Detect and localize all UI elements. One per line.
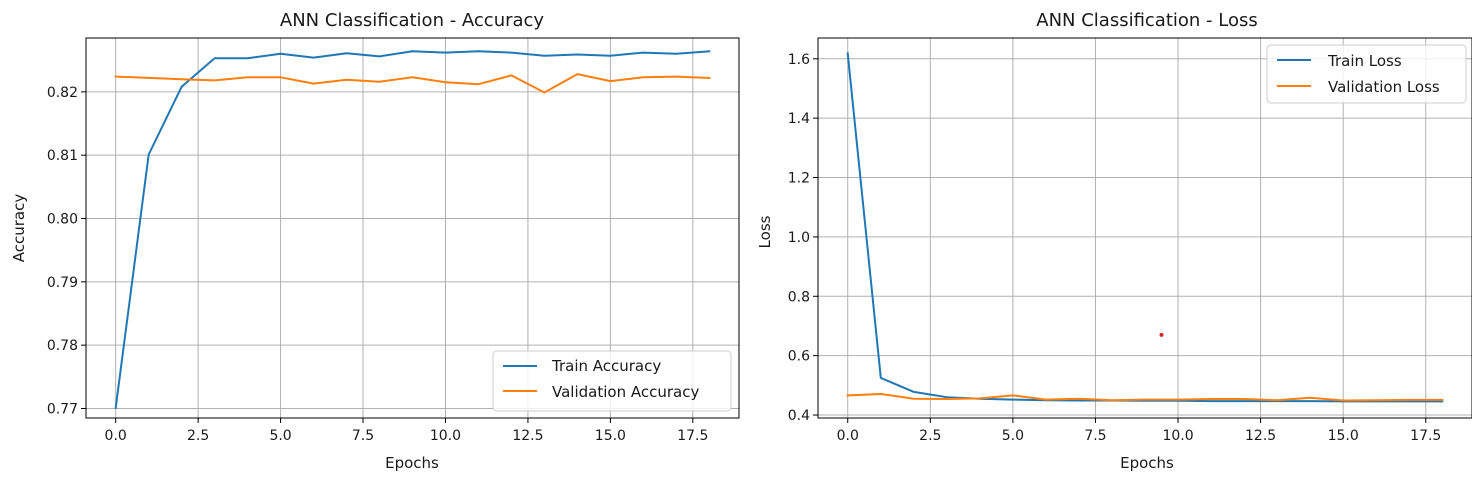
- y-tick-label: 0.80: [47, 212, 78, 228]
- y-tick-label: 1.0: [788, 230, 810, 246]
- x-axis-label: Epochs: [1120, 454, 1174, 472]
- legend-label-train-accuracy: Train Accuracy: [551, 357, 661, 375]
- x-tick-label: 17.5: [677, 428, 708, 444]
- y-tick-label: 0.4: [788, 408, 810, 424]
- legend-label-validation-accuracy: Validation Accuracy: [552, 383, 699, 401]
- x-tick-label: 0.0: [837, 428, 859, 444]
- y-tick-label: 0.6: [788, 349, 810, 365]
- series-line-train-loss: [846, 52, 1444, 403]
- y-tick-label: 0.78: [47, 338, 78, 354]
- series-line-validation-accuracy: [114, 73, 711, 94]
- series-line-train-accuracy: [114, 50, 711, 410]
- chart-title: ANN Classification - Accuracy: [280, 10, 545, 31]
- x-tick-label: 2.5: [187, 428, 209, 444]
- loss-chart: ANN Classification - Loss Epochs Loss 0.…: [756, 10, 1472, 472]
- ticks: 0.0 2.5 5.0 7.5 10.0 12.5 15.0 17.5 0.77 0.78 0.79…: [47, 85, 709, 444]
- plot-frame: [85, 37, 740, 419]
- x-tick-label: 7.5: [1084, 428, 1106, 444]
- x-tick-label: 5.0: [269, 428, 291, 444]
- legend-box: [492, 350, 732, 412]
- y-axis-label: Accuracy: [10, 194, 28, 263]
- x-tick-label: 12.5: [512, 428, 543, 444]
- legend-label-validation-loss: Validation Loss: [1328, 78, 1440, 96]
- y-tick-label: 1.6: [788, 52, 810, 68]
- x-tick-label: 15.0: [595, 428, 626, 444]
- x-tick-label: 0.0: [105, 428, 127, 444]
- plot-frame: [817, 37, 1472, 419]
- y-tick-label: 0.8: [788, 289, 810, 305]
- x-tick-label: 17.5: [1410, 428, 1441, 444]
- x-axis-label: Epochs: [385, 454, 439, 472]
- legend-box: [1266, 44, 1467, 104]
- accuracy-chart: ANN Classification - Accuracy Epochs Acc…: [10, 10, 740, 472]
- y-tick-label: 1.2: [788, 171, 810, 187]
- chart-title: ANN Classification - Loss: [1036, 10, 1257, 31]
- y-axis-label: Loss: [756, 215, 774, 248]
- y-tick-label: 1.4: [788, 111, 810, 127]
- x-tick-label: 10.0: [430, 428, 461, 444]
- y-tick-label: 0.82: [47, 85, 78, 101]
- annotations: [1159, 332, 1164, 337]
- x-tick-label: 2.5: [919, 428, 941, 444]
- x-tick-label: 12.5: [1245, 428, 1276, 444]
- x-tick-label: 7.5: [352, 428, 374, 444]
- x-tick-label: 10.0: [1162, 428, 1193, 444]
- series-lines: [846, 52, 1444, 403]
- legend-label-train-loss: Train Loss: [1327, 52, 1402, 70]
- y-tick-label: 0.79: [47, 275, 78, 291]
- annotation-point: [1159, 332, 1164, 337]
- grid: [86, 38, 739, 418]
- ticks: 0.0 2.5 5.0 7.5 10.0 12.5 15.0 17.5 0.4 0.6 0.8 1.0…: [788, 52, 1442, 444]
- y-tick-label: 0.77: [47, 402, 78, 418]
- legend: Train Accuracy Validation Accuracy: [492, 350, 732, 412]
- x-tick-label: 5.0: [1002, 428, 1024, 444]
- series-line-validation-loss: [846, 393, 1444, 402]
- y-tick-label: 0.81: [47, 148, 78, 164]
- series-lines: [114, 50, 711, 410]
- legend: Train Loss Validation Loss: [1266, 44, 1467, 104]
- x-tick-label: 15.0: [1328, 428, 1359, 444]
